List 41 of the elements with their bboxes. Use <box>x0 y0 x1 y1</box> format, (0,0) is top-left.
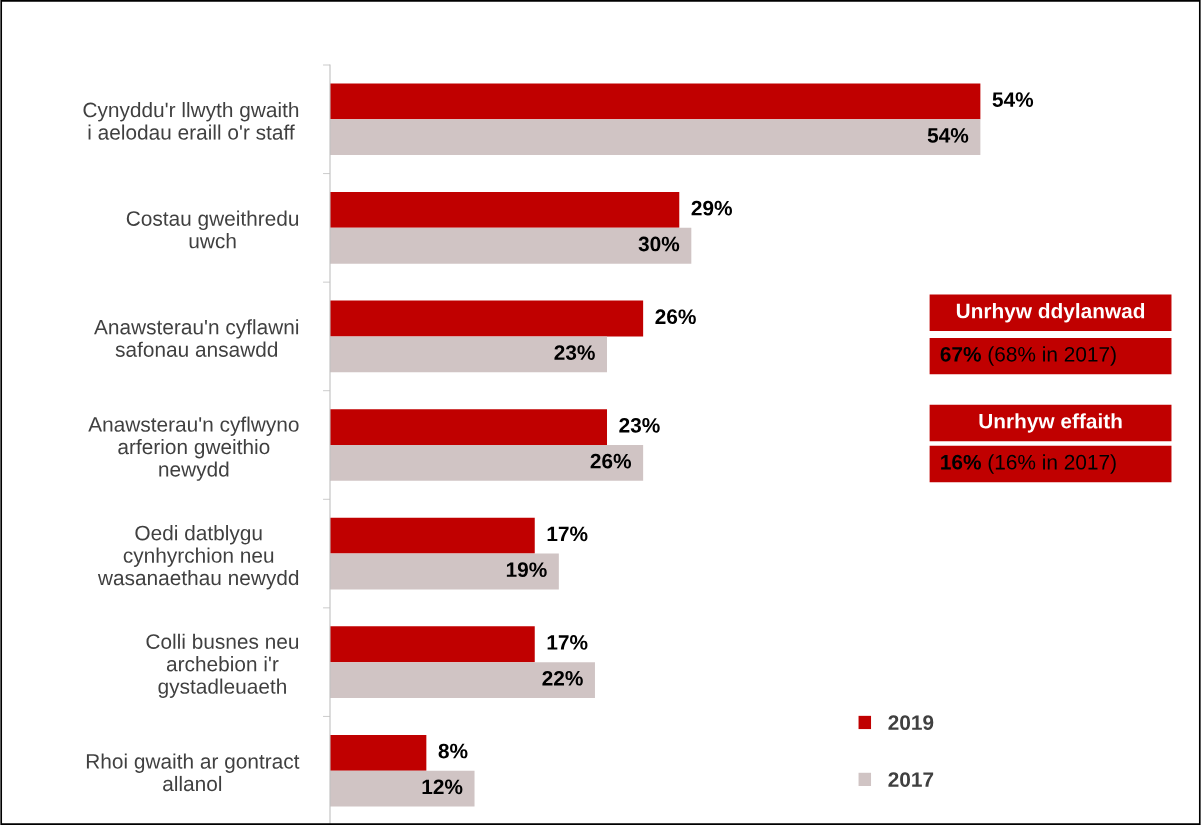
bar <box>330 119 981 156</box>
data-label: 12% <box>422 779 463 795</box>
bar <box>330 336 608 373</box>
data-label: 8% <box>438 743 468 759</box>
data-label: 17% <box>547 635 588 650</box>
bar <box>330 770 475 807</box>
data-label: 17% <box>547 526 588 542</box>
bar <box>330 734 427 771</box>
bar <box>330 409 608 445</box>
y-tick-label: Anawsterau'n cyflwyno arferion gweithio newydd <box>88 416 299 481</box>
y-tick-label: Colli busnes neu archebion i'r gystadleuaeth <box>146 633 299 698</box>
bar <box>330 445 644 481</box>
data-label: 29% <box>691 200 732 216</box>
annotation: 67% (68% in 2017) <box>940 346 1116 366</box>
y-tick-label: Oedi datblygu cynhyrchion neu wasanaethau newydd <box>97 525 299 590</box>
data-label: 22% <box>542 670 583 686</box>
y-tick-label: Cynyddu'r llwyth gwaith i aelodau eraill o'r staff <box>83 102 299 140</box>
data-label: 26% <box>655 309 696 325</box>
y-tick-label: Anawsterau'n cyflawni safonau ansawdd <box>94 319 299 357</box>
y-tick-label: Rhoi gwaith ar gontract allanol <box>86 753 300 792</box>
legend-label: 2019 <box>888 715 934 731</box>
annotation: Unrhyw effaith <box>979 413 1122 433</box>
bar <box>330 662 595 698</box>
annotation: 16% (16% in 2017) <box>941 454 1116 474</box>
data-label: 23% <box>554 345 595 360</box>
bar <box>330 517 535 554</box>
legend-label: 2017 <box>888 772 934 787</box>
data-label: 54% <box>927 128 969 143</box>
data-label: 30% <box>638 236 680 252</box>
bar <box>330 300 644 337</box>
bar <box>330 192 680 228</box>
annotation: Unrhyw ddylanwad <box>956 303 1145 323</box>
bar <box>330 83 981 120</box>
data-label: 54% <box>992 92 1034 107</box>
data-label: 19% <box>506 562 547 578</box>
bar <box>330 553 559 590</box>
bar <box>330 227 692 264</box>
bar <box>330 626 535 663</box>
y-tick-label: Costau gweithredu uwch <box>126 210 299 249</box>
data-label: 26% <box>590 453 632 469</box>
data-label: 23% <box>619 417 660 433</box>
